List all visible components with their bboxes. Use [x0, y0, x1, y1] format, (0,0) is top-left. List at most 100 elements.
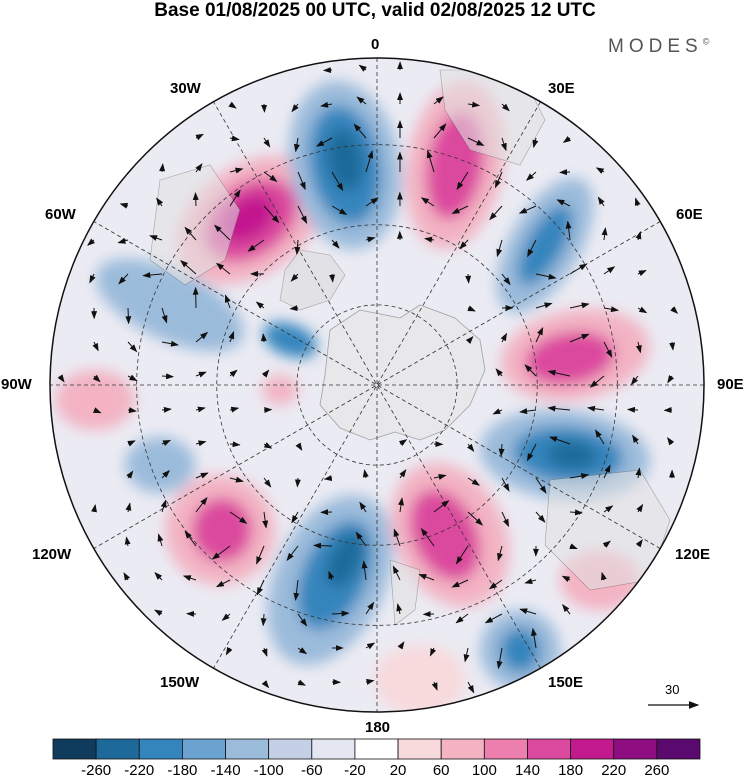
wind-vector — [433, 473, 447, 480]
wind-vector — [229, 441, 241, 448]
colorbar-tick-label: -60 — [300, 762, 323, 779]
wind-vector — [467, 305, 476, 312]
wind-vector — [669, 341, 676, 351]
wind-vector — [420, 197, 435, 207]
wind-vector — [601, 227, 608, 241]
colorbar-bin — [354, 738, 399, 760]
wind-vector — [451, 579, 469, 588]
wind-vector — [260, 613, 267, 627]
wind-vector — [492, 408, 503, 415]
wind-vector — [213, 224, 231, 241]
wind-vector — [260, 333, 267, 343]
wind-vector — [161, 373, 175, 380]
meridian-line — [213, 101, 541, 669]
colorbar-bin — [95, 738, 140, 760]
brand-name: MODES — [608, 36, 703, 57]
colorbar-tick-label: 220 — [601, 762, 627, 779]
wind-vector — [535, 477, 547, 494]
colorbar-bin — [52, 738, 97, 760]
wind-vector — [87, 238, 96, 246]
anomaly-blob — [500, 628, 540, 672]
wind-vector — [297, 613, 308, 627]
wind-vector — [161, 307, 168, 324]
wind-vector — [127, 341, 138, 353]
colorbar-bin — [311, 738, 356, 760]
wind-vector — [595, 429, 605, 445]
wind-vector — [293, 137, 300, 153]
wind-vector — [489, 205, 503, 221]
wind-vector — [500, 137, 507, 152]
wind-vector — [229, 189, 241, 207]
wind-vector — [127, 440, 136, 447]
wind-vector — [496, 239, 503, 258]
wind-vector — [294, 239, 301, 256]
wind-vector — [455, 613, 469, 624]
wind-vector — [124, 536, 131, 547]
wind-vector — [195, 440, 207, 447]
wind-vector — [161, 439, 171, 446]
wind-vector — [602, 540, 611, 548]
wind-vector — [501, 477, 510, 492]
wind-vector — [149, 235, 163, 241]
wind-vector — [569, 333, 590, 343]
wind-vector — [637, 306, 648, 314]
anomaly-blob — [125, 437, 195, 493]
wind-vector — [331, 610, 350, 617]
wind-vector — [195, 163, 203, 173]
wind-vector — [398, 439, 408, 447]
wind-vector — [195, 472, 209, 479]
wind-vector — [262, 511, 269, 529]
wind-vector — [399, 469, 407, 479]
wind-vector — [466, 443, 475, 452]
wind-vector — [498, 443, 505, 457]
wind-vector — [632, 434, 639, 445]
anomaly-blob — [517, 205, 573, 285]
wind-vector — [420, 527, 435, 547]
wind-vector — [667, 375, 675, 384]
wind-vector — [365, 678, 375, 685]
wind-vector — [465, 336, 474, 344]
wind-vector — [361, 560, 368, 581]
colorbar-bin — [527, 738, 572, 760]
wind-vector — [603, 266, 616, 275]
lon-label-0: 0 — [371, 36, 380, 53]
wind-vector — [211, 545, 231, 560]
colorbar-tick-label: 140 — [514, 762, 540, 779]
wind-vector — [535, 326, 544, 343]
wind-vector — [587, 405, 605, 412]
wind-vector — [456, 171, 469, 191]
brand-mark: © — [702, 36, 710, 47]
wind-vector — [433, 500, 450, 513]
wind-vector — [501, 511, 510, 528]
wind-vector — [323, 475, 333, 482]
wind-vector — [392, 565, 401, 581]
lon-label-60e: 60E — [676, 206, 703, 223]
wind-vector — [92, 407, 102, 414]
wind-vector — [291, 103, 299, 113]
wind-vector — [195, 331, 209, 343]
wind-vector — [331, 205, 348, 215]
wind-vector — [118, 273, 129, 285]
wind-vector — [320, 101, 333, 108]
wind-vector — [255, 301, 265, 309]
colorbar-bin — [613, 738, 658, 760]
wind-vector — [297, 205, 308, 224]
wind-vector — [229, 369, 238, 378]
wind-vector — [518, 205, 537, 214]
wind-vector — [398, 497, 404, 513]
wind-vector — [429, 647, 437, 657]
wind-vector — [569, 509, 584, 516]
wind-vector — [293, 579, 300, 601]
wind-vector — [331, 171, 344, 192]
wind-vector — [184, 226, 197, 241]
wind-vector — [161, 406, 172, 413]
wind-vector — [263, 477, 272, 488]
wind-vector — [127, 374, 138, 381]
colorbar-bin — [225, 738, 270, 760]
wind-vector — [501, 273, 511, 286]
meridian-line — [93, 221, 661, 549]
wind-vector — [465, 273, 472, 284]
wind-vector — [547, 369, 571, 377]
colorbar-tick-label: 20 — [389, 762, 407, 779]
wind-vector — [431, 681, 438, 691]
